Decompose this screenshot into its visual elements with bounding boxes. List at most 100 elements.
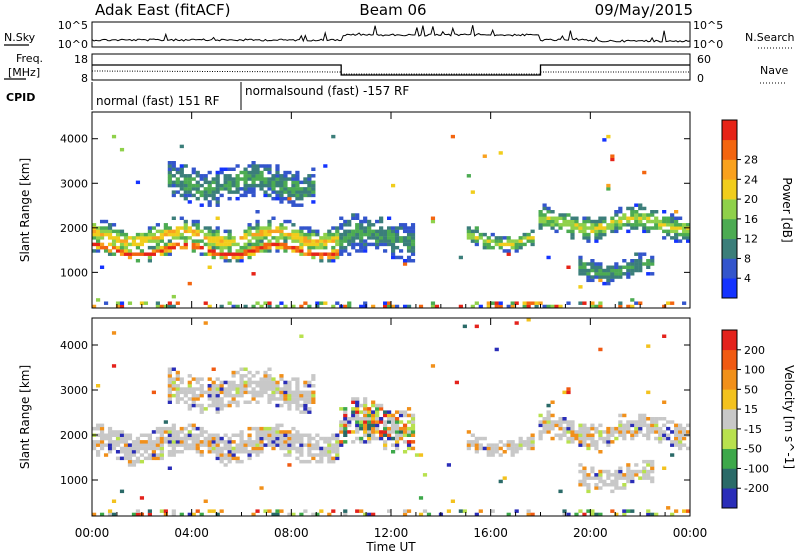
power-cell xyxy=(199,245,204,250)
power-cell xyxy=(119,304,125,309)
power-cell xyxy=(167,232,172,237)
velocity-cell xyxy=(418,453,424,457)
power-cell xyxy=(678,239,683,243)
power-cell xyxy=(606,278,611,283)
velocity-cell xyxy=(123,433,129,437)
power-cell xyxy=(406,232,412,237)
velocity-cell xyxy=(159,426,164,431)
velocity-cell xyxy=(139,453,145,457)
power-cell xyxy=(662,223,667,227)
velocity-cell xyxy=(622,433,627,437)
velocity-cell xyxy=(674,433,679,437)
power-cell xyxy=(295,193,300,198)
power-cell xyxy=(159,232,164,237)
power-cell xyxy=(347,232,352,237)
velocity-cell xyxy=(291,446,296,451)
power-cell xyxy=(239,255,244,260)
velocity-cell xyxy=(602,479,607,484)
velocity-cell xyxy=(171,443,176,447)
velocity-cell xyxy=(478,443,483,447)
velocity-cell xyxy=(578,426,583,431)
power-cell xyxy=(291,200,296,204)
velocity-cell xyxy=(251,380,256,385)
velocity-cell xyxy=(387,430,392,434)
velocity-cell xyxy=(99,430,105,434)
velocity-cell xyxy=(299,433,304,437)
power-cell xyxy=(255,167,260,171)
power-cell xyxy=(582,219,587,224)
power-cell xyxy=(542,223,547,227)
power-cell xyxy=(227,252,232,256)
velocity-cell xyxy=(183,440,188,444)
velocity-cell xyxy=(490,453,495,457)
velocity-cell xyxy=(446,509,451,513)
velocity-cell xyxy=(287,387,292,391)
power-cell xyxy=(331,232,336,237)
velocity-cell xyxy=(263,430,268,434)
power-cell xyxy=(107,232,113,237)
power-cell xyxy=(586,262,591,266)
power-cell xyxy=(391,236,396,240)
velocity-cell xyxy=(363,426,368,431)
velocity-cell xyxy=(343,410,348,414)
velocity-cell xyxy=(263,443,268,447)
velocity-cell xyxy=(558,423,563,428)
velocity-cell xyxy=(347,417,352,421)
power-cell xyxy=(347,239,352,243)
power-cell xyxy=(191,223,196,227)
power-cell xyxy=(139,252,145,256)
velocity-cell xyxy=(311,393,316,398)
velocity-cell xyxy=(686,446,691,451)
velocity-cell xyxy=(658,417,663,421)
power-cell xyxy=(111,252,117,256)
velocity-cell xyxy=(610,509,615,513)
velocity-cell xyxy=(331,509,336,513)
colorbar-tick-label: 20 xyxy=(744,193,758,206)
velocity-cell xyxy=(231,446,236,451)
power-cell xyxy=(211,236,216,240)
power-cell xyxy=(271,242,276,247)
velocity-cell xyxy=(526,436,531,441)
velocity-cell xyxy=(566,426,571,431)
velocity-cell xyxy=(646,423,651,428)
velocity-cell xyxy=(223,390,228,395)
power-cell xyxy=(646,216,651,220)
power-cell xyxy=(219,239,224,243)
power-cell xyxy=(183,187,188,191)
velocity-cell xyxy=(558,433,563,437)
velocity-cell xyxy=(454,380,459,385)
power-cell xyxy=(610,223,615,227)
velocity-cell xyxy=(686,430,691,434)
power-cell xyxy=(235,187,240,191)
velocity-cell xyxy=(359,420,364,424)
power-cell xyxy=(319,252,324,256)
power-cell xyxy=(662,210,667,214)
power-cell xyxy=(271,187,276,191)
power-cell xyxy=(255,232,260,237)
power-cell xyxy=(92,304,97,309)
velocity-cell xyxy=(610,489,615,494)
power-cell xyxy=(486,304,491,309)
velocity-cell xyxy=(355,410,360,414)
power-cell xyxy=(339,252,344,256)
velocity-cell xyxy=(255,509,260,513)
power-cell xyxy=(155,249,160,253)
power-cell xyxy=(598,229,603,234)
velocity-cell xyxy=(658,433,663,437)
power-cell xyxy=(291,190,296,194)
velocity-cell xyxy=(135,509,141,513)
power-cell xyxy=(323,236,328,240)
power-cell xyxy=(626,216,631,220)
velocity-cell xyxy=(235,390,240,395)
velocity-cell xyxy=(171,436,176,441)
velocity-cell xyxy=(267,387,272,391)
power-cell xyxy=(235,304,240,309)
power-cell xyxy=(530,301,535,305)
power-cell xyxy=(267,226,272,230)
velocity-cell xyxy=(231,433,236,437)
power-cell xyxy=(367,242,372,247)
velocity-cell xyxy=(606,443,611,447)
velocity-cell xyxy=(287,512,292,517)
power-cell xyxy=(307,232,312,237)
velocity-cell xyxy=(207,446,212,451)
